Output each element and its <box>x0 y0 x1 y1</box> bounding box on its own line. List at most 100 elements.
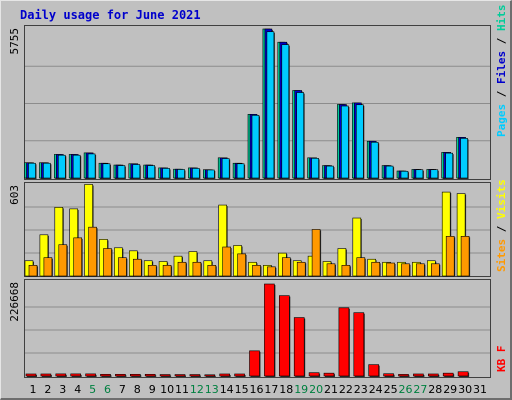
sites-bar-12 <box>192 261 202 277</box>
legend-hits: Hits <box>495 5 508 32</box>
legend-sep-1: / <box>495 84 508 104</box>
pages-bar-27 <box>415 169 424 179</box>
kbytes-bar-16 <box>249 350 260 377</box>
pages-bar-22 <box>341 105 349 179</box>
sites-bar-28 <box>430 263 440 277</box>
sites-bar-20 <box>311 229 321 277</box>
kbytes-bar-6 <box>100 373 111 377</box>
legend-bottom: KB F <box>495 346 508 373</box>
sites-bar-13 <box>207 265 217 277</box>
sites-bar-10 <box>162 265 172 277</box>
kbytes-bar-12 <box>189 374 201 377</box>
kbytes-bar-14 <box>219 373 230 377</box>
pages-bar-13 <box>207 169 215 179</box>
pages-bar-26 <box>400 170 409 179</box>
x-tick-label-14: 14 <box>220 383 234 396</box>
x-tick-label-12: 12 <box>190 383 204 396</box>
kbytes-bar-13-shadow <box>205 375 216 377</box>
x-tick-label-11: 11 <box>175 383 189 396</box>
legend-sites: Sites <box>495 239 508 272</box>
chart-marks: 1 2 3 4 5 6 7 8 9 10 11 12 13 14 15 16 17 18 19 20 21 22 23 24 2… <box>24 28 490 396</box>
pages-bar-7 <box>117 165 126 179</box>
sites-bar-5 <box>88 226 97 277</box>
sites-bar-4 <box>73 237 82 277</box>
x-tick-label-31: 31 <box>473 383 487 396</box>
x-tick-label-4: 4 <box>74 383 81 396</box>
pages-bar-14 <box>221 158 230 179</box>
legend-middle: Sites / Visits <box>495 179 508 272</box>
sites-bar-22 <box>341 265 351 277</box>
kbytes-bar-11 <box>174 374 186 377</box>
kbytes-bar-7 <box>115 373 126 377</box>
kbytes-bar-21 <box>323 372 335 377</box>
kbytes-bar-28 <box>427 373 439 377</box>
kbytes-bar-15 <box>234 373 245 377</box>
kbytes-bar-4 <box>70 373 81 377</box>
kbytes-bar-27 <box>413 373 424 377</box>
sites-bar-14 <box>222 246 231 277</box>
x-tick-label-8: 8 <box>134 383 141 396</box>
x-tick-label-9: 9 <box>149 383 156 396</box>
legend-files: Files <box>495 51 508 84</box>
sites-bar-9 <box>147 265 157 277</box>
x-tick-label-23: 23 <box>354 383 368 396</box>
sites-bar-30 <box>460 236 470 277</box>
sites-bar-16 <box>252 265 261 277</box>
sites-bar-23 <box>356 257 366 277</box>
sites-bar-29 <box>445 236 455 277</box>
sites-bar-11 <box>177 261 187 277</box>
pages-bar-2 <box>43 162 51 179</box>
pages-bar-11 <box>177 169 185 179</box>
x-tick-label-26: 26 <box>399 383 413 396</box>
x-tick-label-19: 19 <box>294 383 308 396</box>
pages-bar-20 <box>311 158 319 179</box>
sites-bar-21 <box>326 263 336 277</box>
sites-bar-3 <box>58 244 68 277</box>
pages-bar-24 <box>370 141 379 179</box>
sites-bar-19 <box>296 261 306 277</box>
kbytes-bar-23 <box>353 312 365 377</box>
sites-bar-15 <box>237 253 246 277</box>
kbytes-bar-13 <box>204 374 216 377</box>
kbytes-bar-8 <box>130 373 141 377</box>
x-tick-label-5: 5 <box>89 383 96 396</box>
x-tick-label-29: 29 <box>443 383 457 396</box>
x-tick-label-28: 28 <box>428 383 442 396</box>
pages-bar-3 <box>57 154 66 179</box>
kbytes-bar-29 <box>442 372 454 377</box>
kbytes-bar-20 <box>308 372 320 377</box>
x-tick-label-17: 17 <box>264 383 278 396</box>
kbytes-bar-5 <box>85 373 96 377</box>
x-tick-label-6: 6 <box>104 383 111 396</box>
sites-bar-8 <box>133 258 142 277</box>
chart-title: Daily usage for June 2021 <box>20 8 201 22</box>
pages-bar-23 <box>355 104 364 179</box>
kbytes-bar-10 <box>159 374 171 377</box>
kbytes-bar-3 <box>55 373 67 377</box>
pages-bar-8 <box>132 164 141 179</box>
x-tick-label-10: 10 <box>160 383 174 396</box>
x-tick-label-24: 24 <box>369 383 383 396</box>
x-tick-label-22: 22 <box>339 383 353 396</box>
sites-bar-2 <box>43 257 53 277</box>
x-tick-label-2: 2 <box>44 383 51 396</box>
kbytes-bar-30 <box>457 371 469 377</box>
pages-bar-5 <box>87 153 96 179</box>
pages-bar-19 <box>296 92 305 179</box>
sites-bar-25 <box>386 262 395 277</box>
sites-bar-7 <box>118 257 127 277</box>
pages-bar-18 <box>281 44 290 179</box>
pages-bar-10 <box>162 168 170 179</box>
legend-visits: Visits <box>495 179 508 219</box>
x-tick-label-27: 27 <box>413 383 427 396</box>
sites-bar-1 <box>28 265 38 277</box>
legend-sep-2: / <box>495 31 508 51</box>
sites-bar-26 <box>401 263 410 277</box>
pages-bar-12 <box>192 168 200 179</box>
x-tick-label-16: 16 <box>250 383 264 396</box>
legend-pages: Pages <box>495 104 508 137</box>
pages-bar-17 <box>266 31 275 179</box>
legend-sep-3: / <box>495 219 508 239</box>
kbytes-bar-26 <box>398 374 409 377</box>
